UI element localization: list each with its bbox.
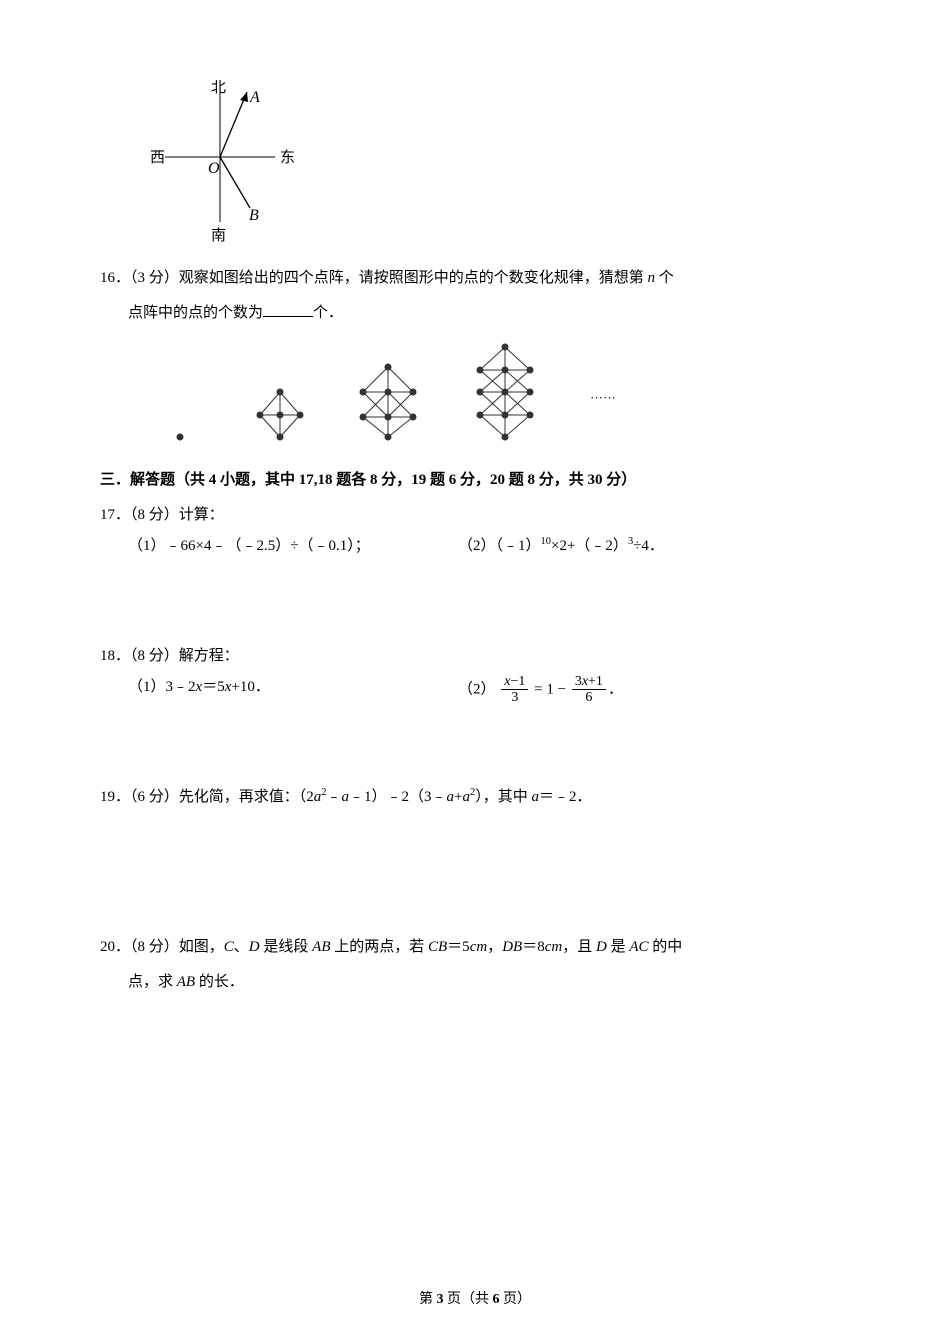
page-footer: 第 3 页（共 6 页） <box>0 1287 950 1312</box>
q20-s2: ， <box>487 939 502 955</box>
q16-line2: 点阵中的点的个数为 个． <box>100 300 850 327</box>
footer-c: 页） <box>500 1292 532 1307</box>
q18-p1m: ＝5 <box>202 679 225 695</box>
q20-line1: 20．（8 分）如图，C、D 是线段 AB 上的两点，若 CB＝5cm，DB＝8… <box>100 934 850 961</box>
q17-p2b: ×2+（﹣2） <box>551 538 628 554</box>
q20-eq8: ＝8 <box>522 939 545 955</box>
q17-exp1: 10 <box>541 536 552 547</box>
footer-page: 3 <box>437 1292 444 1307</box>
q20-cb: CB <box>428 939 447 955</box>
q20-l1a: 20．（8 分）如图， <box>100 939 224 955</box>
compass-svg: 北 南 东 西 A B O <box>150 80 310 245</box>
q18-p1: （1）3﹣2x＝5x+10． <box>128 674 458 706</box>
west-label: 西 <box>150 150 165 166</box>
q20-db: DB <box>502 939 522 955</box>
q19-a5: a <box>532 789 540 805</box>
footer-a: 第 <box>419 1292 437 1307</box>
q18-end: ． <box>608 681 623 697</box>
q20-eq5: ＝5 <box>447 939 470 955</box>
q17-p1: （1）﹣66×4﹣（﹣2.5）÷（﹣0.1）； <box>128 533 458 560</box>
q19-t3: + <box>454 789 462 805</box>
q19-pre: 19．（6 分）先化简，再求值：（2 <box>100 789 314 805</box>
q20-cm1: cm <box>470 939 488 955</box>
q19-t4: ），其中 <box>475 789 531 805</box>
q20-l1c: 上的两点，若 <box>330 939 428 955</box>
q18-frac2: 3x+1 6 <box>572 674 606 706</box>
q16-n: n <box>648 270 656 286</box>
point-o-label: O <box>208 160 220 177</box>
q16-l2b: 个． <box>313 305 343 321</box>
q20-l2b: 的长． <box>195 974 244 990</box>
dot-pattern-figure: ······ <box>160 337 850 447</box>
q20-d2: D <box>596 939 607 955</box>
section-3-title: 三．解答题（共 4 小题，其中 17,18 题各 8 分，19 题 6 分，20… <box>100 467 850 494</box>
q20-cm2: cm <box>545 939 563 955</box>
q18-subrow: （1）3﹣2x＝5x+10． （2） x−1 3 = 1 − 3x+1 6 ． <box>128 674 850 706</box>
q18-f2nc: +1 <box>588 674 603 689</box>
q18-frac1: x−1 3 <box>501 674 528 706</box>
q18-p1a: （1）3﹣2 <box>128 679 196 695</box>
compass-figure: 北 南 东 西 A B O <box>150 80 850 245</box>
q20-l1f: 的中 <box>649 939 683 955</box>
footer-total: 6 <box>493 1292 500 1307</box>
q18-mid: = 1 − <box>534 681 566 697</box>
q20-d1: D <box>249 939 260 955</box>
point-b-label: B <box>249 207 259 224</box>
east-label: 东 <box>280 149 295 166</box>
q18-line: 18．（8 分）解方程： <box>100 643 850 670</box>
q19-t1: ﹣ <box>327 789 342 805</box>
q18-f1nb: −1 <box>510 674 525 689</box>
q16-blank <box>263 302 313 317</box>
q16-line1: 16．（3 分）观察如图给出的四个点阵，请按照图形中的点的个数变化规律，猜想第 … <box>100 265 850 292</box>
q17-p2a: （2）（﹣1） <box>458 538 541 554</box>
q19-line: 19．（6 分）先化简，再求值：（2a2﹣a﹣1）﹣2（3﹣a+a2），其中 a… <box>100 784 850 811</box>
q20-l1e: 是 <box>607 939 630 955</box>
point-a-label: A <box>249 89 260 106</box>
q18-f1d: 3 <box>501 690 528 705</box>
q20-l2a: 点，求 <box>128 974 177 990</box>
pattern-svg: ······ <box>160 337 680 447</box>
q20-c: C <box>224 939 234 955</box>
q20-ac: AC <box>629 939 648 955</box>
q18-f2d: 6 <box>572 690 606 705</box>
q20-l1b: 是线段 <box>260 939 313 955</box>
q18-f2na: 3 <box>575 674 582 689</box>
q19-t5: ＝﹣2． <box>539 789 592 805</box>
q20-ab1: AB <box>312 939 330 955</box>
north-label: 北 <box>211 80 226 96</box>
q19-t2: ﹣1）﹣2（3﹣ <box>349 789 447 805</box>
q18-p1e: +10． <box>231 679 269 695</box>
q19-a2: a <box>342 789 350 805</box>
pattern-ellipsis: ······ <box>590 390 616 405</box>
q17-p2c: ÷4． <box>633 538 664 554</box>
q20-line2: 点，求 AB 的长． <box>100 969 850 996</box>
q19-a4: a <box>463 789 471 805</box>
q18-p2a: （2） <box>458 681 496 697</box>
south-label: 南 <box>211 227 226 244</box>
q17-p2: （2）（﹣1）10×2+（﹣2）3÷4． <box>458 533 850 560</box>
q20-ab2: AB <box>177 974 195 990</box>
footer-b: 页（共 <box>444 1292 493 1307</box>
q16-prefix: 16．（3 分）观察如图给出的四个点阵，请按照图形中的点的个数变化规律，猜想第 <box>100 270 648 286</box>
q17-subrow: （1）﹣66×4﹣（﹣2.5）÷（﹣0.1）； （2）（﹣1）10×2+（﹣2）… <box>128 533 850 560</box>
q19-a3: a <box>447 789 455 805</box>
q18-p2: （2） x−1 3 = 1 − 3x+1 6 ． <box>458 674 850 706</box>
q16-l2a: 点阵中的点的个数为 <box>128 305 263 321</box>
q16-after-n: 个 <box>655 270 674 286</box>
q20-s1: 、 <box>234 939 249 955</box>
q20-l1d: ，且 <box>562 939 596 955</box>
q17-line: 17．（8 分）计算： <box>100 502 850 529</box>
